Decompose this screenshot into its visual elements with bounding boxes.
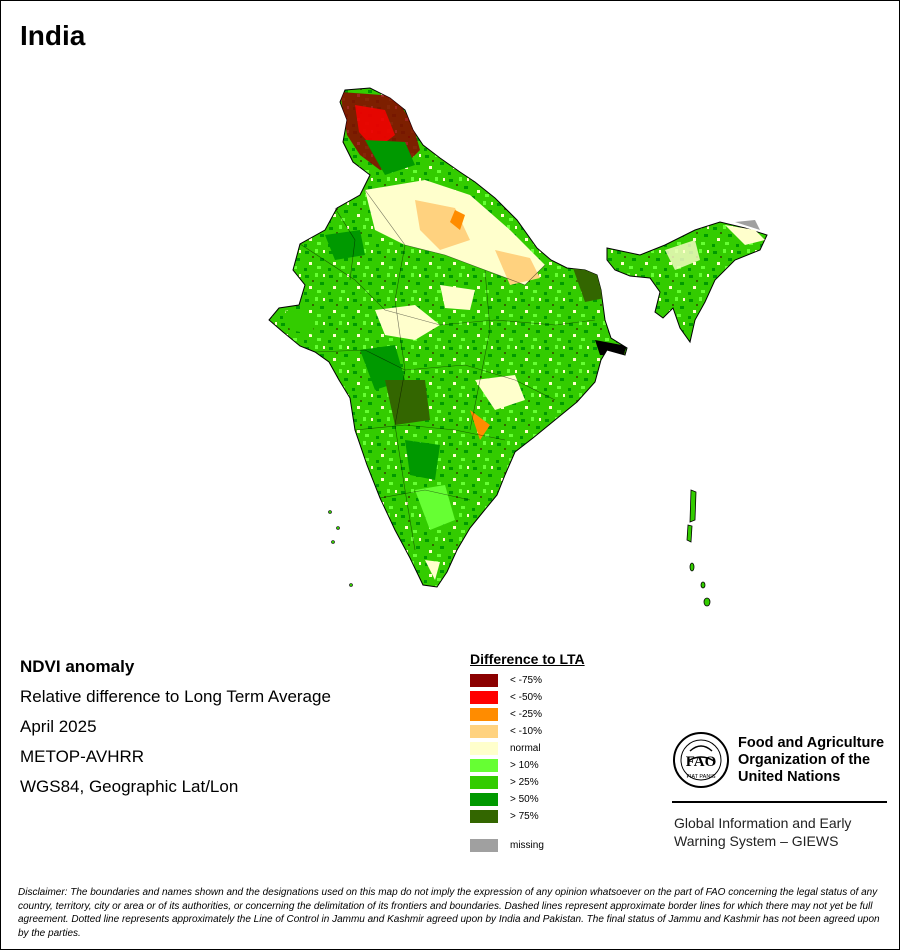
legend-item: > 25% bbox=[470, 774, 650, 791]
legend-swatch bbox=[470, 839, 498, 852]
legend-swatch bbox=[470, 742, 498, 755]
giews-name: Global Information and Early Warning Sys… bbox=[674, 814, 851, 850]
legend-item-missing: missing bbox=[470, 837, 650, 854]
info-sensor: METOP-AVHRR bbox=[20, 747, 145, 766]
legend-item: < -50% bbox=[470, 689, 650, 706]
legend-swatch bbox=[470, 725, 498, 738]
legend-swatch bbox=[470, 759, 498, 772]
info-period: April 2025 bbox=[20, 717, 97, 736]
india-ndvi-map bbox=[268, 87, 768, 607]
legend-swatch bbox=[470, 708, 498, 721]
legend-swatch bbox=[470, 776, 498, 789]
legend-label: normal bbox=[510, 743, 541, 754]
legend-item: < -10% bbox=[470, 723, 650, 740]
info-projection: WGS84, Geographic Lat/Lon bbox=[20, 777, 239, 796]
org-line-3: United Nations bbox=[738, 769, 841, 785]
organization-name: Food and Agriculture Organization of the… bbox=[738, 735, 884, 786]
legend-swatch bbox=[470, 674, 498, 687]
legend-label: > 50% bbox=[510, 794, 539, 805]
disclaimer: Disclaimer: The boundaries and names sho… bbox=[18, 887, 880, 939]
legend-item: normal bbox=[470, 740, 650, 757]
legend-swatch bbox=[470, 793, 498, 806]
map-title: India bbox=[20, 20, 86, 51]
info-description: Relative difference to Long Term Average bbox=[20, 687, 331, 706]
andaman-nicobar-islands bbox=[686, 489, 711, 607]
fao-logo-icon: FAO FIAT PANIS bbox=[673, 732, 729, 788]
legend-label: missing bbox=[510, 840, 544, 851]
legend-label: > 75% bbox=[510, 811, 539, 822]
india-mainland bbox=[268, 87, 628, 588]
legend-item: > 50% bbox=[470, 791, 650, 808]
giews-line-1: Global Information and Early bbox=[674, 815, 852, 831]
legend-title: Difference to LTA bbox=[470, 651, 585, 667]
map-info: NDVI anomaly Relative difference to Long… bbox=[20, 656, 331, 806]
legend-item: < -25% bbox=[470, 706, 650, 723]
legend-label: < -10% bbox=[510, 726, 542, 737]
legend-item: > 10% bbox=[470, 757, 650, 774]
org-line-1: Food and Agriculture bbox=[738, 735, 885, 751]
info-product: NDVI anomaly bbox=[20, 657, 135, 676]
fao-motto: FIAT PANIS bbox=[686, 774, 715, 780]
legend-label: > 25% bbox=[510, 777, 539, 788]
lakshadweep-islands bbox=[328, 510, 353, 587]
legend: Difference to LTA < -75% < -50% < -25% < -1… bbox=[470, 651, 650, 854]
legend-item: < -75% bbox=[470, 672, 650, 689]
legend-label: < -25% bbox=[510, 709, 542, 720]
divider bbox=[672, 801, 887, 803]
legend-swatch bbox=[470, 810, 498, 823]
fao-logo-text: FAO bbox=[686, 754, 717, 770]
india-northeast bbox=[606, 220, 768, 344]
giews-line-2: Warning System – GIEWS bbox=[674, 833, 839, 849]
org-line-2: Organization of the bbox=[738, 752, 871, 768]
legend-item: > 75% bbox=[470, 808, 650, 825]
legend-label: < -75% bbox=[510, 675, 542, 686]
legend-swatch bbox=[470, 691, 498, 704]
legend-label: < -50% bbox=[510, 692, 542, 703]
legend-label: > 10% bbox=[510, 760, 539, 771]
